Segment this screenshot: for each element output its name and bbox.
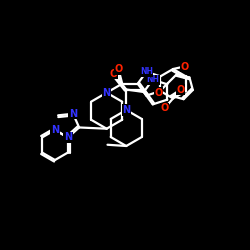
- Text: N: N: [69, 109, 77, 119]
- Text: NH: NH: [146, 75, 159, 84]
- Text: O: O: [176, 84, 185, 94]
- Text: NH: NH: [140, 67, 153, 76]
- Text: N: N: [102, 88, 111, 98]
- Text: O: O: [110, 69, 118, 79]
- Text: O: O: [160, 104, 168, 114]
- Text: O: O: [154, 88, 162, 98]
- Text: N: N: [51, 125, 59, 135]
- Text: N: N: [64, 132, 72, 142]
- Text: O: O: [114, 64, 122, 74]
- Text: N: N: [122, 105, 130, 115]
- Text: O: O: [180, 62, 188, 72]
